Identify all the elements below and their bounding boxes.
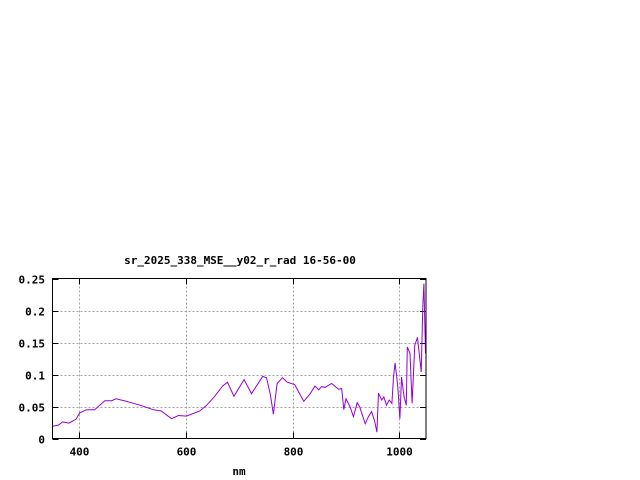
plot-border — [52, 278, 427, 439]
y-tick-label: 0 — [38, 434, 45, 447]
y-tick-label: 0.05 — [19, 402, 46, 415]
x-tick-label: 400 — [70, 446, 90, 459]
chart-title: sr_2025_338_MSE__y02_r_rad 16-56-00 — [124, 254, 356, 267]
y-tick-label: 0.2 — [25, 306, 45, 319]
series-line — [52, 283, 426, 433]
y-tick-label: 0.15 — [19, 338, 46, 351]
x-axis-label: nm — [232, 465, 246, 478]
y-tick-label: 0.1 — [25, 370, 45, 383]
ticks: 400 600 800 1000 0 0.05 0.1 0.15 0.2 0.25 — [19, 274, 426, 459]
x-tick-label: 600 — [177, 446, 197, 459]
y-tick-label: 0.25 — [19, 274, 46, 287]
x-tick-label: 800 — [284, 446, 304, 459]
x-tick-label: 1000 — [386, 446, 413, 459]
